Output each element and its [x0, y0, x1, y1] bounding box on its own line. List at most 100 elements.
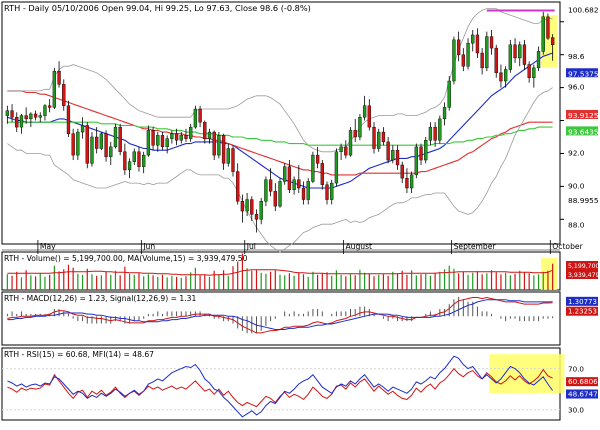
price-candle-body — [541, 16, 545, 52]
price-candle-body — [297, 179, 301, 189]
price-legend: RTH - Daily 05/10/2006 Open 99.04, Hi 99… — [4, 3, 311, 13]
price-axis-label: 100.682 — [568, 6, 599, 15]
macd-legend: RTH - MACD(12,26) = 1.23, Signal(12,26,9… — [4, 294, 196, 303]
price-candle-body — [99, 133, 104, 149]
price-candle-body — [466, 42, 470, 67]
rsi-axis-label: 30.0 — [568, 406, 584, 415]
price-candle-body — [226, 148, 230, 164]
volume-label-bg — [566, 261, 598, 270]
price-candle-body — [245, 199, 249, 212]
month-label: September — [454, 242, 497, 251]
price-candle-body — [123, 151, 127, 171]
price-candle-body — [19, 115, 24, 128]
price-candle-body — [485, 36, 489, 69]
price-candle-body — [428, 126, 433, 141]
price-overlay-line — [7, 87, 553, 253]
price-candle-body — [189, 126, 193, 139]
price-candle-body — [381, 131, 386, 143]
price-candle-body — [240, 200, 245, 212]
price-candle-body — [132, 151, 136, 162]
price-label-bg — [566, 126, 598, 136]
price-candle-body — [452, 39, 456, 82]
price-candle-body — [137, 151, 141, 167]
price-candle-body — [221, 135, 226, 164]
price-candle-body — [475, 34, 480, 54]
price-axis-label: 92.0 — [568, 148, 585, 157]
macd-label-bg — [566, 296, 598, 306]
price-candle-body — [160, 135, 165, 148]
price-candle-body — [334, 151, 339, 184]
price-candle-body — [424, 140, 428, 161]
macd-label-bg — [566, 306, 598, 316]
price-candle-body — [231, 148, 235, 172]
price-candle-body — [85, 125, 89, 164]
macd-series-line — [7, 299, 553, 330]
volume-axis-label: 5,199,700 — [568, 263, 600, 270]
price-axis-label: 97.5375 — [568, 69, 599, 78]
macd-axis-label: 1.30773 — [568, 298, 597, 306]
price-candle-body — [353, 130, 357, 138]
price-candle-body — [264, 179, 268, 202]
price-candle-body — [29, 113, 33, 120]
price-candle-body — [442, 107, 447, 120]
rsi-axis-label: 70.0 — [568, 365, 584, 374]
price-candle-body — [66, 105, 71, 134]
price-candle-body — [109, 146, 113, 157]
price-candle-body — [489, 36, 494, 49]
price-candle-body — [287, 166, 292, 190]
price-candle-body — [113, 126, 118, 148]
price-candle-body — [362, 105, 367, 118]
price-candle-body — [278, 181, 282, 207]
price-candle-body — [62, 84, 66, 106]
price-overlay-line — [7, 52, 553, 189]
price-axis-label: 88.0 — [568, 220, 585, 229]
price-candle-body — [203, 121, 207, 139]
price-candle-body — [57, 70, 61, 85]
volume-legend: RTH - Volume() = 5,199,700.00, MA(Volume… — [4, 254, 248, 263]
price-candle-body — [377, 131, 381, 149]
price-candle-body — [165, 138, 169, 148]
price-candle-body — [76, 131, 80, 156]
price-candle-body — [330, 182, 334, 200]
rsi-legend: RTH - RSI(15) = 60.68, MFI(14) = 48.67 — [4, 350, 154, 359]
price-candle-body — [456, 39, 461, 55]
price-candle-body — [499, 72, 503, 82]
month-label: October — [552, 242, 583, 251]
price-candle-body — [471, 34, 475, 44]
price-candle-body — [395, 149, 400, 166]
price-candle-body — [254, 214, 259, 220]
volume-ma-line — [7, 269, 553, 276]
price-candle-body — [273, 191, 277, 207]
price-candle-body — [179, 135, 183, 141]
price-candle-body — [292, 179, 296, 190]
price-candle-body — [217, 135, 221, 156]
price-candle-body — [508, 44, 512, 70]
macd-axis-label: 1.23253 — [568, 308, 597, 316]
price-candle-body — [48, 105, 52, 108]
price-candle-body — [386, 141, 390, 161]
price-overlay-line — [7, 90, 553, 176]
price-candle-body — [438, 118, 442, 141]
price-candle-body — [184, 135, 188, 139]
price-candle-body — [320, 163, 324, 185]
price-candle-body — [80, 125, 85, 133]
price-candle-body — [259, 200, 263, 220]
price-candle-body — [367, 105, 371, 128]
price-axis-label: 88.9955 — [568, 196, 599, 205]
price-candle-body — [550, 37, 555, 46]
price-candle-body — [494, 47, 498, 73]
price-candle-body — [212, 131, 216, 156]
price-candle-body — [174, 133, 179, 141]
month-label: Jul — [246, 242, 256, 251]
rsi-label-bg — [566, 377, 598, 387]
price-label-bg — [566, 68, 598, 78]
price-axis-label: 96.0 — [568, 83, 585, 92]
price-candle-body — [156, 135, 160, 146]
price-candle-body — [315, 154, 320, 164]
price-candle-body — [339, 146, 343, 153]
price-candle-body — [95, 136, 99, 149]
price-candle-body — [268, 179, 273, 192]
price-candle-body — [358, 117, 362, 138]
price-candle-body — [236, 171, 240, 202]
